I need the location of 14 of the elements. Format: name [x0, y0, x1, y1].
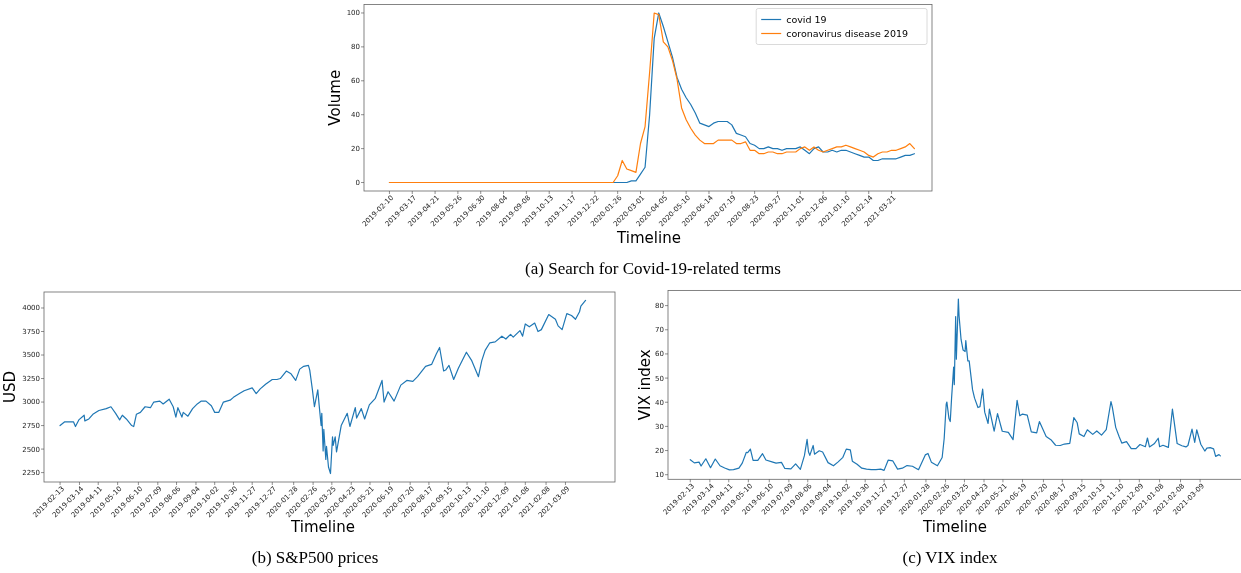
text: (a) Search for Covid-19-related terms [525, 259, 781, 278]
line-series [388, 12, 915, 184]
y-axis-title: VIX index [636, 349, 655, 421]
legend-label: covid 19 [786, 13, 827, 25]
y-axis-title: Volume [326, 69, 345, 126]
x-axis-title: Timeline [922, 518, 987, 536]
text: (b) S&P500 prices [251, 548, 379, 567]
x-axis-title: Timeline [290, 518, 355, 536]
legend-label: coronavirus disease 2019 [786, 27, 909, 39]
text: (c) VIX index [902, 548, 999, 567]
y-axis-title: USD [1, 370, 20, 404]
x-axis-title: Timeline [616, 229, 681, 247]
line-series [689, 298, 1221, 471]
line-series [59, 299, 587, 475]
